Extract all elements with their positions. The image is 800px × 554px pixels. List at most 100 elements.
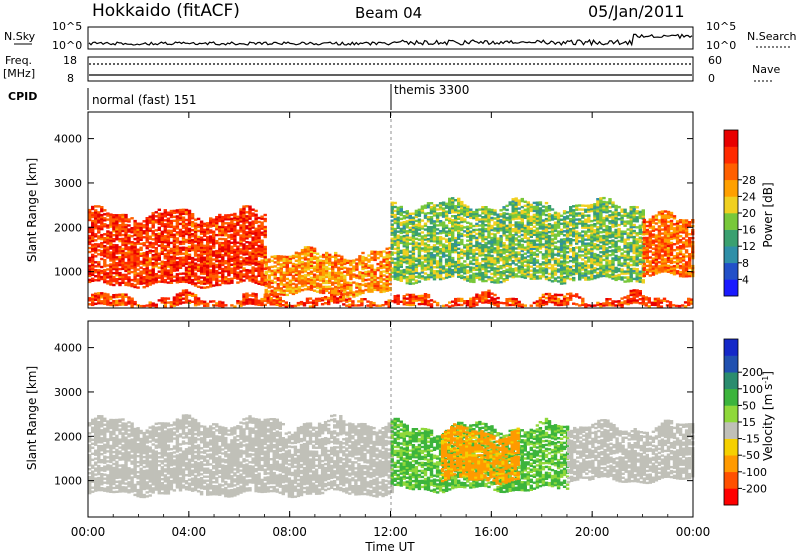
power-cell [505, 250, 509, 253]
power-cell [357, 304, 361, 307]
power-cell [541, 253, 546, 256]
power-cell [490, 236, 494, 240]
power-cell [91, 271, 95, 274]
power-cell [209, 279, 213, 282]
power-cell [511, 251, 515, 255]
power-cell [320, 297, 325, 300]
power-cell [91, 231, 95, 235]
power-cell [221, 231, 225, 235]
power-cell [133, 283, 137, 287]
power-cell [441, 237, 446, 240]
power-cell [396, 262, 400, 265]
power-cell [236, 215, 240, 218]
power-cell [466, 271, 470, 274]
power-cell [133, 223, 137, 227]
power-cell [199, 250, 204, 253]
power-cell [508, 273, 512, 276]
power-cell [193, 250, 198, 253]
power-cell [145, 238, 149, 242]
power-cell [367, 288, 371, 291]
power-cell [454, 244, 458, 248]
power-cell [248, 211, 252, 214]
power-cell [517, 300, 521, 304]
power-cell [309, 262, 314, 265]
power-cell [248, 223, 252, 226]
power-cell [267, 274, 271, 277]
power-cell [193, 228, 198, 231]
power-cell [411, 266, 416, 269]
power-cell [239, 220, 243, 223]
power-cell [103, 239, 107, 242]
power-cell [478, 232, 482, 235]
power-cell [544, 213, 549, 217]
power-cell [541, 263, 546, 266]
power-cell [282, 271, 286, 274]
power-cell [248, 233, 252, 236]
power-cell [315, 270, 320, 273]
power-cell [109, 297, 113, 301]
power-cell [493, 303, 497, 307]
power-cell [206, 256, 210, 259]
power-cell [514, 223, 518, 226]
power-cell [478, 234, 482, 237]
power-cell [550, 268, 555, 271]
power-cell [306, 288, 311, 291]
power-cell [544, 209, 549, 213]
power-cell [517, 217, 521, 220]
power-cell [331, 283, 335, 286]
power-cell [236, 217, 240, 220]
power-cell [157, 238, 161, 241]
power-cell [529, 243, 533, 246]
power-cell [175, 249, 180, 252]
power-cell [187, 275, 192, 278]
power-cell [385, 253, 389, 256]
power-cell [285, 261, 289, 265]
power-cell [340, 275, 344, 278]
power-cell [218, 271, 222, 275]
power-cell [133, 277, 137, 281]
power-cell [523, 212, 527, 215]
power-cell [199, 238, 204, 241]
power-cell [309, 278, 314, 281]
power-cell [297, 272, 302, 275]
power-cell [272, 301, 276, 304]
nave-tick-top: 60 [708, 54, 722, 67]
power-cell [572, 205, 576, 208]
power-cell [417, 272, 422, 275]
power-cell [166, 223, 171, 226]
power-cell [206, 280, 210, 283]
power-cell [472, 296, 476, 300]
power-cell [469, 250, 473, 253]
power-cell [448, 203, 452, 206]
power-cell [448, 227, 452, 230]
power-cell [517, 227, 521, 230]
power-cell [511, 259, 515, 263]
power-cell [311, 303, 316, 306]
power-cell [355, 276, 359, 279]
power-cell [490, 240, 494, 244]
power-cell [106, 250, 110, 253]
power-cell [448, 211, 452, 214]
power-cell [535, 271, 540, 274]
power-cell [323, 298, 328, 301]
power-cell [469, 303, 473, 306]
power-cell [163, 231, 167, 234]
power-cell [109, 269, 113, 272]
power-cell [97, 300, 101, 303]
power-cell [690, 300, 694, 303]
power-cell [572, 247, 576, 250]
power-cell [112, 255, 116, 259]
power-cell [196, 253, 201, 257]
power-cell [314, 301, 319, 305]
power-cell [196, 245, 201, 249]
power-cell [396, 252, 400, 255]
power-cell [303, 278, 308, 281]
power-cell [297, 282, 302, 285]
power-cell [196, 223, 201, 227]
power-cell [553, 263, 558, 266]
power-cell [321, 285, 326, 289]
power-cell [544, 259, 549, 263]
power-cell [352, 293, 356, 296]
power-cell [538, 211, 543, 214]
power-cell [423, 228, 428, 231]
